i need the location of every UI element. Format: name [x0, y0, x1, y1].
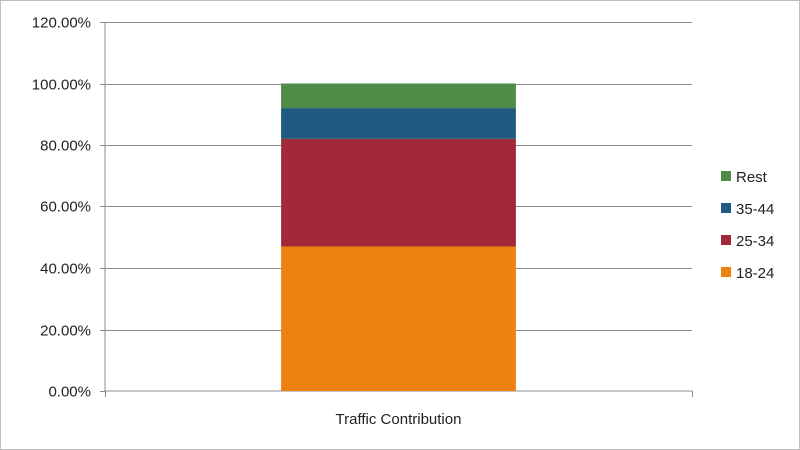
x-category-label: Traffic Contribution [336, 411, 462, 428]
legend-label: 35-44 [736, 201, 774, 218]
legend-swatch-rest [721, 171, 731, 181]
y-tick-label: 20.00% [40, 323, 91, 340]
y-tick-label: 120.00% [32, 15, 91, 32]
y-tick-label: 80.00% [40, 138, 91, 155]
legend-label: Rest [736, 169, 768, 186]
y-tick-label: 0.00% [48, 384, 91, 401]
x-category-labels: Traffic Contribution [336, 411, 462, 428]
legend-swatch-18-24 [721, 267, 731, 277]
y-tick-label: 60.00% [40, 199, 91, 216]
legend-swatch-25-34 [721, 235, 731, 245]
legend-label: 25-34 [736, 233, 774, 250]
y-tick-label: 40.00% [40, 261, 91, 278]
bar-segments [281, 83, 516, 391]
legend-label: 18-24 [736, 265, 774, 282]
y-tick-label: 100.00% [32, 77, 91, 94]
bar-segment-25-34 [281, 138, 516, 247]
y-tick-labels: 0.00% 20.00% 40.00% 60.00% 80.00% 100.00% 120.… [32, 15, 91, 401]
bar-segment-rest [281, 83, 516, 109]
legend: Rest 35-44 25-34 18-24 [721, 169, 774, 282]
legend-swatch-35-44 [721, 203, 731, 213]
bar-segment-18-24 [281, 246, 516, 391]
bar-segment-35-44 [281, 108, 516, 139]
